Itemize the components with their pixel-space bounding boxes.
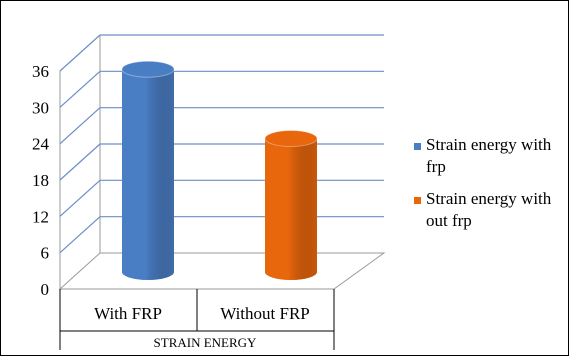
legend-swatch-without-frp xyxy=(414,197,421,204)
bar-top xyxy=(121,60,175,78)
gridlines xyxy=(59,34,384,254)
legend-label-without-frp: Strain energy with out frp xyxy=(426,189,552,230)
legend-label-with-frp: Strain energy with frp xyxy=(426,135,552,176)
gridline-side xyxy=(59,107,101,145)
bar-top xyxy=(264,130,318,148)
bar-with-frp xyxy=(121,60,175,280)
legend-item-with-frp: Strain energy with frp xyxy=(414,134,564,178)
gridline-side xyxy=(59,143,101,181)
y-tick-label: 36 xyxy=(32,62,49,81)
y-axis-ticks: 0 6 12 18 24 30 36 xyxy=(32,62,50,299)
bars xyxy=(121,60,318,280)
y-tick-label: 12 xyxy=(32,207,49,226)
gridline-side xyxy=(59,34,101,72)
bar-without-frp xyxy=(264,130,318,280)
x-tick-label: Without FRP xyxy=(220,304,310,323)
x-axis-title: STRAIN ENERGY xyxy=(154,335,258,350)
x-tick-label: With FRP xyxy=(94,304,162,323)
chart-walls xyxy=(58,35,386,290)
gridline-side xyxy=(59,70,101,108)
y-tick-label: 6 xyxy=(41,244,50,263)
y-tick-label: 30 xyxy=(32,98,49,117)
y-tick-label: 24 xyxy=(32,135,50,154)
x-axis: With FRP Without FRP STRAIN ENERGY xyxy=(59,289,335,350)
gridline-side xyxy=(59,179,101,217)
legend-swatch-with-frp xyxy=(414,143,421,150)
gridline-side xyxy=(59,216,101,254)
bar-shading xyxy=(265,138,317,280)
chart-floor xyxy=(58,252,386,290)
legend-item-without-frp: Strain energy with out frp xyxy=(414,188,564,232)
y-tick-label: 18 xyxy=(32,171,49,190)
legend: Strain energy with frp Strain energy wit… xyxy=(414,134,564,242)
bar-shading xyxy=(122,69,174,280)
y-tick-label: 0 xyxy=(41,280,50,299)
